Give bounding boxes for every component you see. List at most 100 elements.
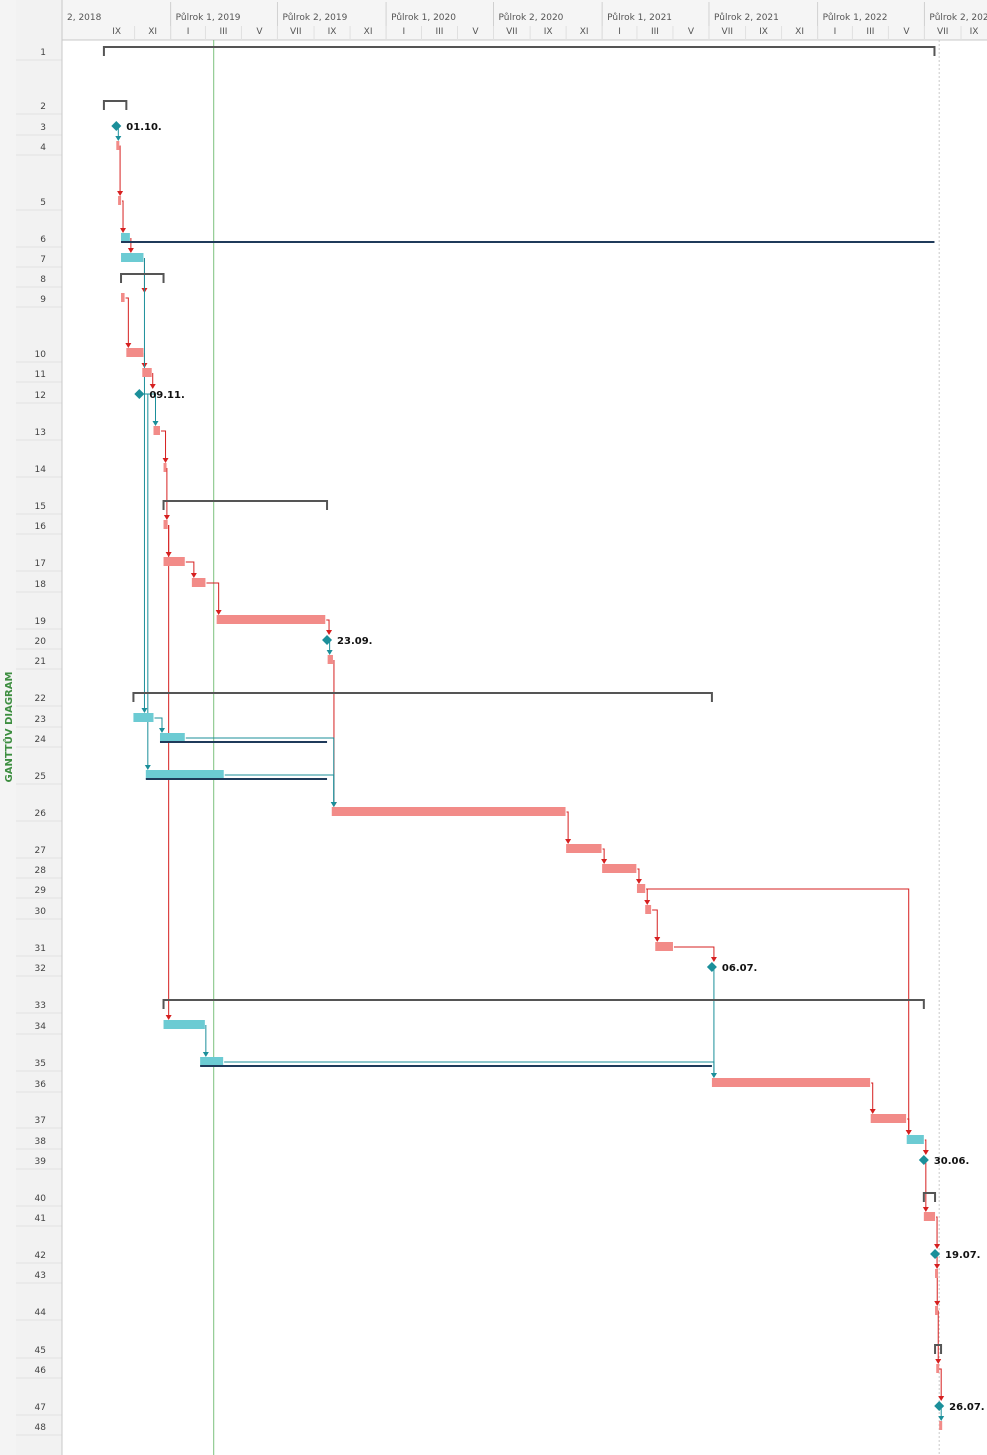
view-bar-label: GANTTŮV DIAGRAM xyxy=(2,672,15,783)
month-label: I xyxy=(402,27,405,37)
critical-task-bar xyxy=(142,368,152,377)
view-bar[interactable]: GANTTŮV DIAGRAM xyxy=(0,0,16,1455)
milestone-marker xyxy=(918,1155,929,1165)
row-number: 43 xyxy=(35,1271,46,1281)
dependency-link xyxy=(939,1368,942,1400)
milestone-label: 01.10. xyxy=(126,122,161,133)
row-number: 16 xyxy=(35,522,47,532)
row-number: 6 xyxy=(40,235,46,245)
row-number: 28 xyxy=(35,866,47,876)
dependency-link xyxy=(871,1082,874,1113)
row-number: 30 xyxy=(35,907,47,917)
summary-bar xyxy=(162,999,925,1009)
dependency-arrowhead xyxy=(710,957,717,962)
task-bar xyxy=(906,1135,924,1144)
half-year-label: Půlrok 2, 2020 xyxy=(499,12,564,23)
critical-task-bar xyxy=(163,520,168,529)
row-number: 11 xyxy=(35,370,46,380)
critical-task-bar xyxy=(636,884,646,893)
month-label: III xyxy=(651,27,659,37)
dependency-arrowhead xyxy=(330,802,337,807)
month-label: III xyxy=(866,27,874,37)
dependency-arrowhead xyxy=(117,191,124,196)
critical-task-bar xyxy=(711,1078,871,1087)
task-bar xyxy=(121,233,130,242)
half-year-label: Půlrok 1, 2019 xyxy=(176,12,241,23)
critical-task-bar xyxy=(153,426,160,435)
half-year-label: Půlrok 2, 2019 xyxy=(282,12,347,23)
critical-task-bar xyxy=(935,1306,939,1315)
row-number: 3 xyxy=(40,123,46,133)
dependency-arrowhead xyxy=(326,650,333,655)
dependency-link xyxy=(122,200,124,232)
critical-task-bar xyxy=(655,942,673,951)
task-bar xyxy=(145,770,224,779)
dependency-arrowhead xyxy=(115,136,122,141)
critical-task-bar xyxy=(121,293,125,302)
critical-task-bar xyxy=(939,1421,943,1430)
dependency-arrowhead xyxy=(202,1052,209,1057)
dependency-arrowhead xyxy=(935,1359,942,1364)
task-bars: 01.10. 09.11. 23.09. 06.07. 30.06. 19.07. 26.0… xyxy=(102,46,985,1430)
half-year-label: Půlrok 1, 2022 xyxy=(823,12,888,23)
dependency-arrowhead xyxy=(922,1150,929,1155)
month-label: XI xyxy=(795,27,804,37)
summary-bar xyxy=(102,46,936,56)
row-number: 37 xyxy=(35,1116,46,1126)
half-year-label: Půlrok 1, 2020 xyxy=(391,12,456,23)
row-number: 18 xyxy=(35,580,47,590)
row-number: 19 xyxy=(35,617,47,627)
timescale-background xyxy=(62,0,987,40)
month-label: VII xyxy=(290,27,301,37)
month-label: I xyxy=(187,27,190,37)
row-number: 34 xyxy=(35,1022,47,1032)
dependency-link xyxy=(637,868,640,883)
critical-task-bar xyxy=(645,905,652,914)
dependency-arrowhead xyxy=(938,1416,945,1421)
row-number: 21 xyxy=(35,657,46,667)
row-number: 1 xyxy=(40,48,46,58)
dependency-arrowhead xyxy=(938,1396,945,1401)
dependency-arrowhead xyxy=(710,1073,717,1078)
dependency-link xyxy=(652,909,658,941)
task-bar xyxy=(133,713,154,722)
dependency-arrowhead xyxy=(601,859,608,864)
dependency-link xyxy=(160,430,167,462)
task-bar xyxy=(163,1020,205,1029)
row-number: 45 xyxy=(35,1346,46,1356)
dependency-link xyxy=(936,1216,938,1248)
critical-task-bar xyxy=(191,578,206,587)
critical-task-bar xyxy=(331,807,566,816)
dependency-arrowhead xyxy=(654,937,661,942)
month-label: V xyxy=(903,27,910,37)
milestone-label: 06.07. xyxy=(722,963,757,974)
row-number: 4 xyxy=(40,143,46,153)
milestone-marker xyxy=(934,1401,945,1411)
milestone-label: 26.07. xyxy=(949,1402,984,1413)
summary-bar xyxy=(922,1192,937,1202)
dependency-link xyxy=(673,946,715,961)
month-label: III xyxy=(436,27,444,37)
milestone-marker xyxy=(930,1249,941,1259)
row-number: 24 xyxy=(35,735,47,745)
view-bar-background xyxy=(0,0,16,1455)
month-label: IX xyxy=(328,27,337,37)
month-label: VII xyxy=(506,27,517,37)
dependency-link xyxy=(224,774,335,806)
dependency-link xyxy=(154,717,163,732)
critical-task-bar xyxy=(327,655,333,664)
milestone-marker xyxy=(706,962,717,972)
row-number: 26 xyxy=(35,809,47,819)
month-label: VII xyxy=(722,27,733,37)
dependency-link xyxy=(125,297,129,347)
dependency-link xyxy=(566,811,569,843)
dependency-arrowhead xyxy=(141,708,148,713)
month-label: IX xyxy=(970,27,979,37)
grid xyxy=(213,40,940,1455)
milestone-marker xyxy=(134,389,145,399)
half-year-label: 2, 2018 xyxy=(67,13,102,23)
month-label: XI xyxy=(580,27,589,37)
month-label: III xyxy=(219,27,227,37)
dependency-link xyxy=(326,619,330,634)
row-number: 7 xyxy=(40,255,46,265)
